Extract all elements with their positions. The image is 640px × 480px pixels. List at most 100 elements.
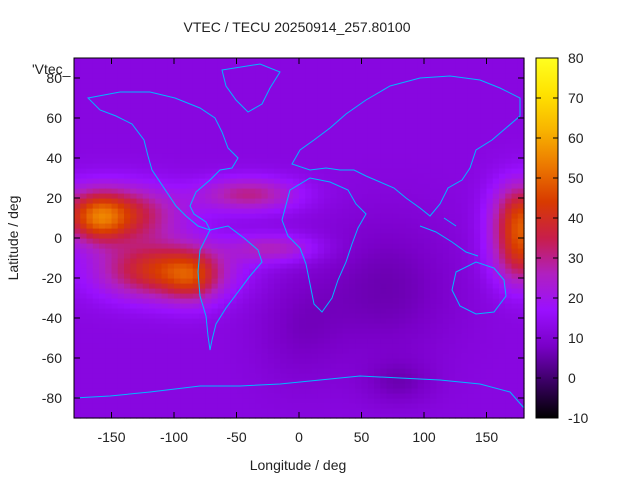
heatmap-cell [380,88,388,94]
heatmap-cell [261,308,269,314]
heatmap-cell [411,138,419,144]
heatmap-cell [267,93,275,99]
heatmap-cell [74,138,81,144]
heatmap-cell [274,328,281,334]
heatmap-cell [261,243,269,249]
heatmap-cell [442,383,450,389]
heatmap-cell [155,278,163,284]
heatmap-cell [211,328,219,334]
heatmap-cell [99,143,106,149]
heatmap-cell [299,108,306,114]
heatmap-cell [424,398,431,404]
heatmap-cell [474,263,481,269]
heatmap-cell [92,238,100,244]
heatmap-cell [499,313,506,319]
heatmap-cell [205,213,213,219]
heatmap-cell [292,98,300,104]
heatmap-cell [330,243,338,249]
heatmap-cell [324,163,331,169]
heatmap-cell [442,98,450,104]
heatmap-cell [499,213,506,219]
heatmap-cell [292,368,300,374]
heatmap-cell [167,198,175,204]
heatmap-cell [149,408,156,414]
heatmap-cell [136,353,144,359]
heatmap-cell [105,253,113,259]
heatmap-cell [461,343,469,349]
heatmap-cell [455,383,463,389]
heatmap-cell [430,393,438,399]
heatmap-cell [167,358,175,364]
heatmap-cell [330,413,338,419]
heatmap-cell [224,183,231,189]
heatmap-cell [230,108,238,114]
heatmap-cell [155,363,163,369]
heatmap-cell [455,223,463,229]
heatmap-cell [74,108,81,114]
heatmap-cell [455,93,463,99]
heatmap-cell [192,148,200,154]
heatmap-cell [442,358,450,364]
heatmap-cell [111,118,119,124]
heatmap-cell [155,408,163,414]
heatmap-cell [211,138,219,144]
heatmap-cell [280,288,288,294]
heatmap-cell [255,318,263,324]
heatmap-cell [399,348,406,354]
heatmap-cell [461,403,469,409]
heatmap-cell [224,243,231,249]
heatmap-cell [286,78,294,84]
heatmap-cell [255,278,263,284]
heatmap-cell [424,358,431,364]
heatmap-cell [211,158,219,164]
heatmap-cell [311,338,319,344]
heatmap-cell [361,318,369,324]
heatmap-cell [355,113,363,119]
heatmap-cell [405,358,413,364]
heatmap-cell [205,388,213,394]
heatmap-cell [367,408,375,414]
heatmap-cell [255,68,263,74]
heatmap-cell [386,413,394,419]
heatmap-cell [386,308,394,314]
heatmap-cell [361,403,369,409]
heatmap-cell [430,103,438,109]
heatmap-cell [117,263,125,269]
heatmap-cell [117,118,125,124]
heatmap-cell [205,123,213,129]
heatmap-cell [411,283,419,289]
heatmap-cell [205,363,213,369]
heatmap-cell [405,168,413,174]
heatmap-cell [186,348,194,354]
heatmap-cell [367,138,375,144]
heatmap-cell [380,193,388,199]
heatmap-cell [167,183,175,189]
heatmap-cell [255,148,263,154]
heatmap-cell [305,283,313,289]
heatmap-cell [349,313,356,319]
heatmap-cell [205,108,213,114]
heatmap-cell [99,373,106,379]
heatmap-cell [192,73,200,79]
heatmap-cell [380,208,388,214]
heatmap-cell [236,133,244,139]
heatmap-cell [424,148,431,154]
heatmap-cell [405,68,413,74]
heatmap-cell [167,368,175,374]
heatmap-cell [330,283,338,289]
heatmap-cell [105,323,113,329]
heatmap-cell [161,248,169,254]
heatmap-cell [467,388,475,394]
heatmap-cell [392,88,400,94]
heatmap-cell [136,268,144,274]
heatmap-cell [80,273,88,279]
heatmap-cell [124,158,131,164]
heatmap-cell [230,368,238,374]
heatmap-cell [411,213,419,219]
heatmap-cell [255,88,263,94]
heatmap-cell [230,238,238,244]
heatmap-cell [199,338,206,344]
heatmap-cell [467,328,475,334]
heatmap-cell [174,408,181,414]
heatmap-cell [386,343,394,349]
